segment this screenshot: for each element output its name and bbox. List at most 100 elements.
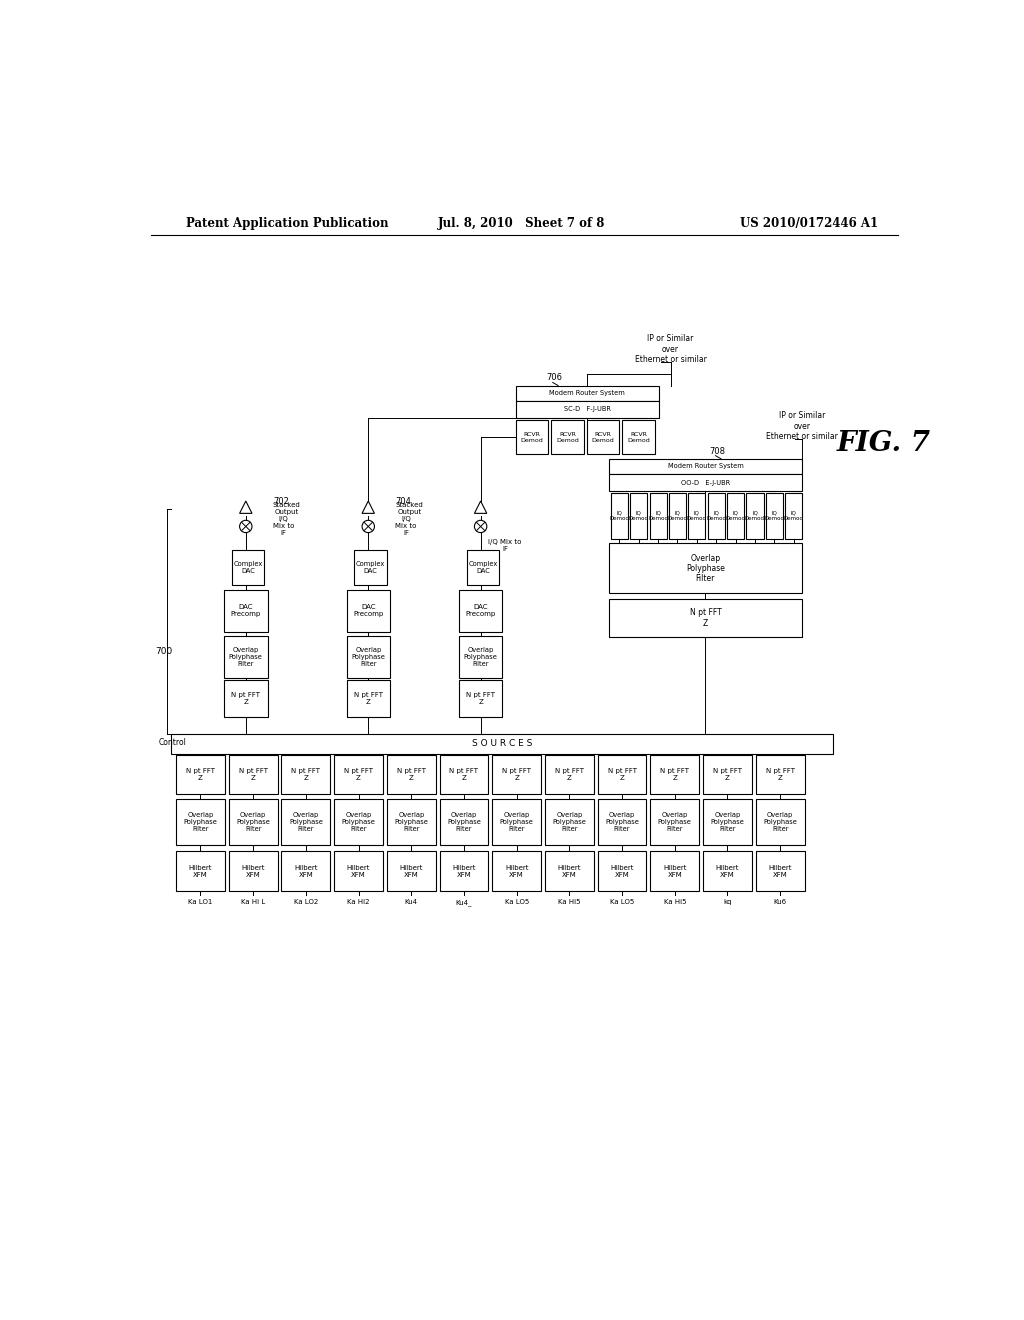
Bar — [282, 799, 331, 845]
Text: Overlap
Polyphase
Filter: Overlap Polyphase Filter — [183, 812, 217, 832]
Bar — [224, 681, 267, 718]
Bar — [493, 755, 541, 793]
Bar — [587, 420, 620, 454]
Text: Modem Router System: Modem Router System — [668, 463, 743, 470]
Text: Patent Application Publication: Patent Application Publication — [186, 218, 389, 231]
Bar — [756, 851, 805, 891]
Bar — [387, 755, 435, 793]
Text: IP or Similar
over
Ethernet or similar: IP or Similar over Ethernet or similar — [766, 412, 839, 441]
Text: N pt FFT
Z: N pt FFT Z — [353, 693, 383, 705]
Text: N pt FFT
Z: N pt FFT Z — [450, 768, 478, 781]
Text: N pt FFT
Z: N pt FFT Z — [713, 768, 742, 781]
Text: IQ
Demod: IQ Demod — [707, 511, 726, 521]
Text: Ku6: Ku6 — [773, 899, 786, 906]
Text: Stacked
Output: Stacked Output — [273, 502, 301, 515]
Text: IP or Similar
over
Ethernet or similar: IP or Similar over Ethernet or similar — [635, 334, 707, 364]
Text: Overlap
Polyphase
Filter: Overlap Polyphase Filter — [464, 647, 498, 667]
Text: DAC
Precomp: DAC Precomp — [230, 605, 261, 618]
Text: IQ
Demod: IQ Demod — [648, 511, 668, 521]
Bar — [515, 420, 548, 454]
Text: Overlap
Polyphase
Filter: Overlap Polyphase Filter — [342, 812, 376, 832]
Bar — [387, 851, 435, 891]
Text: Overlap
Polyphase
Filter: Overlap Polyphase Filter — [289, 812, 323, 832]
Text: Hilbert
XFM: Hilbert XFM — [399, 865, 423, 878]
Text: N pt FFT
Z: N pt FFT Z — [502, 768, 531, 781]
Bar — [228, 851, 278, 891]
Circle shape — [362, 520, 375, 532]
Text: Ku4_: Ku4_ — [456, 899, 472, 906]
Text: Ka Hi5: Ka Hi5 — [664, 899, 686, 906]
Text: N pt FFT
Z: N pt FFT Z — [396, 768, 426, 781]
Bar — [439, 799, 488, 845]
Bar — [459, 681, 503, 718]
Text: N pt FFT
Z: N pt FFT Z — [607, 768, 637, 781]
Bar — [746, 492, 764, 539]
Bar — [608, 459, 802, 474]
Bar — [334, 755, 383, 793]
Bar — [756, 755, 805, 793]
Text: Overlap
Polyphase
Filter: Overlap Polyphase Filter — [500, 812, 534, 832]
Bar — [766, 492, 783, 539]
Text: Hilbert
XFM: Hilbert XFM — [663, 865, 686, 878]
Circle shape — [474, 520, 486, 532]
Text: Hilbert
XFM: Hilbert XFM — [294, 865, 317, 878]
Text: OO-D   E-J-UBR: OO-D E-J-UBR — [681, 479, 730, 486]
Text: Ka LO5: Ka LO5 — [505, 899, 528, 906]
Text: DAC
Precomp: DAC Precomp — [353, 605, 383, 618]
Bar — [387, 799, 435, 845]
Text: Complex
DAC: Complex DAC — [233, 561, 263, 574]
Bar — [176, 799, 225, 845]
Text: N pt FFT
Z: N pt FFT Z — [660, 768, 689, 781]
Bar — [439, 755, 488, 793]
Bar — [608, 599, 802, 638]
Text: DAC
Precomp: DAC Precomp — [466, 605, 496, 618]
Text: IQ
Demod: IQ Demod — [668, 511, 687, 521]
Text: Hilbert
XFM: Hilbert XFM — [505, 865, 528, 878]
Bar — [703, 851, 752, 891]
Text: IQ
Demod: IQ Demod — [726, 511, 745, 521]
Bar — [346, 681, 390, 718]
Bar — [598, 755, 646, 793]
Circle shape — [240, 520, 252, 532]
Bar — [176, 755, 225, 793]
Bar — [334, 799, 383, 845]
Text: SC-D   F-J-UBR: SC-D F-J-UBR — [563, 407, 610, 412]
Bar — [171, 734, 834, 754]
Text: Hilbert
XFM: Hilbert XFM — [453, 865, 476, 878]
Bar — [493, 851, 541, 891]
Bar — [467, 549, 500, 585]
Text: Ka Hi5: Ka Hi5 — [558, 899, 581, 906]
Text: IQ
Demod: IQ Demod — [629, 511, 649, 521]
Polygon shape — [362, 502, 375, 513]
Text: RCVR
Demod: RCVR Demod — [592, 432, 614, 442]
Text: I/Q
Mix to
IF: I/Q Mix to IF — [395, 516, 417, 536]
Text: Complex
DAC: Complex DAC — [468, 561, 498, 574]
Bar — [608, 544, 802, 594]
Bar — [334, 851, 383, 891]
Bar — [703, 755, 752, 793]
Text: Hilbert
XFM: Hilbert XFM — [188, 865, 212, 878]
Bar — [282, 755, 331, 793]
Bar — [459, 590, 503, 632]
Text: N pt FFT
Z: N pt FFT Z — [292, 768, 321, 781]
Text: Ka Hi2: Ka Hi2 — [347, 899, 370, 906]
Text: Complex
DAC: Complex DAC — [356, 561, 385, 574]
Text: US 2010/0172446 A1: US 2010/0172446 A1 — [740, 218, 879, 231]
Bar — [231, 549, 264, 585]
Bar — [493, 799, 541, 845]
Bar — [708, 492, 725, 539]
Text: S O U R C E S: S O U R C E S — [472, 739, 532, 748]
Text: Ka Hi L: Ka Hi L — [241, 899, 265, 906]
Text: RCVR
Demod: RCVR Demod — [520, 432, 543, 442]
Text: 704: 704 — [395, 496, 412, 506]
Text: Overlap
Polyphase
Filter: Overlap Polyphase Filter — [351, 647, 385, 667]
Bar — [545, 799, 594, 845]
Text: Overlap
Polyphase
Filter: Overlap Polyphase Filter — [228, 647, 263, 667]
Text: N pt FFT
Z: N pt FFT Z — [466, 693, 496, 705]
Bar — [439, 851, 488, 891]
Text: IQ
Demod: IQ Demod — [783, 511, 804, 521]
Text: Overlap
Polyphase
Filter: Overlap Polyphase Filter — [686, 553, 725, 583]
Bar — [224, 590, 267, 632]
Text: IQ
Demod: IQ Demod — [745, 511, 765, 521]
Polygon shape — [240, 502, 252, 513]
